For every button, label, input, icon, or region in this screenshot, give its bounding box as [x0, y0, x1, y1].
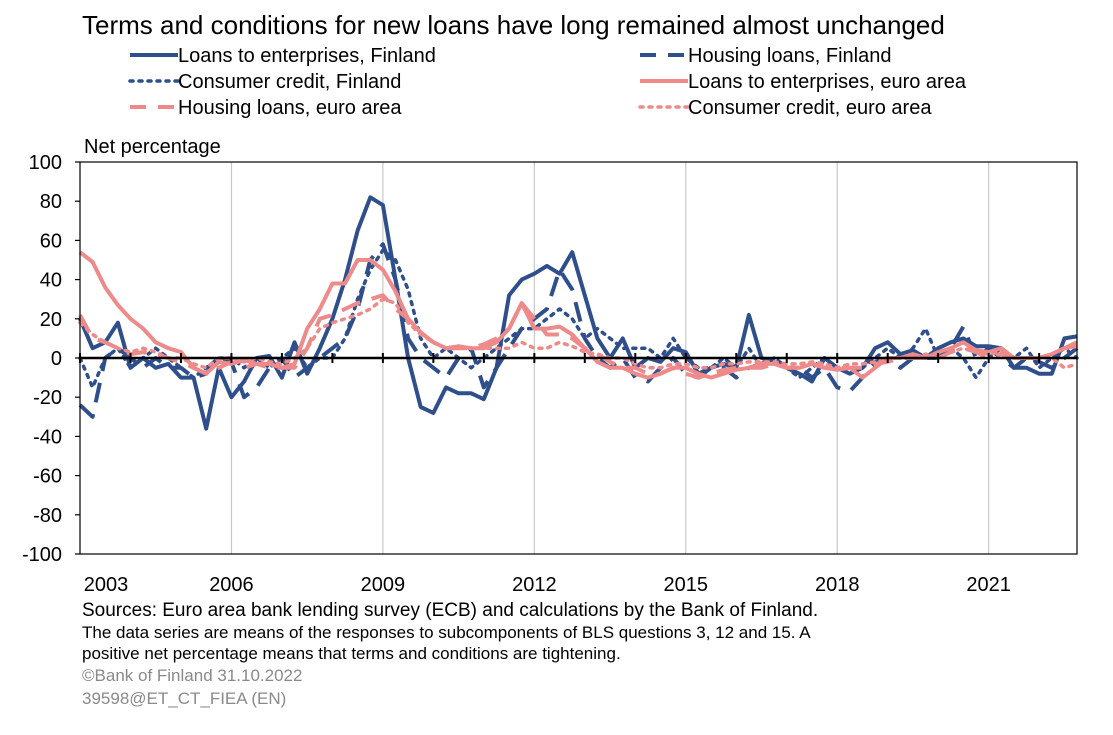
legend-item-4: Loans to enterprises, euro area [640, 71, 967, 93]
chart-code-text: 39598@ET_CT_FIEA (EN) [82, 689, 287, 708]
x-tick-label: 2009 [361, 574, 406, 596]
x-tick-label: 2021 [966, 574, 1011, 596]
x-tick-label: 2015 [664, 574, 709, 596]
legend-item-6: Consumer credit, euro area [638, 97, 932, 119]
legend-label: Loans to enterprises, euro area [688, 71, 967, 93]
x-tick-label: 2012 [512, 574, 557, 596]
legend-item-3: Consumer credit, Finland [128, 71, 401, 93]
tick-labels: 100 80 60 40 20 0 -20 -40 -60 -80 -100 2003 2006 2009… [22, 152, 1011, 596]
chart-footer: Sources: Euro area bank lending survey (… [82, 600, 1102, 710]
axes [75, 161, 1078, 555]
series-line-3 [78, 248, 1079, 390]
legend-item-2: Housing loans, Finland [640, 45, 891, 67]
legend-label: Housing loans, euro area [178, 97, 402, 119]
y-axis-label: Net percentage [84, 136, 221, 158]
y-tick-label: 80 [40, 191, 62, 213]
legend-item-5: Housing loans, euro area [130, 97, 402, 119]
y-tick-label: -100 [22, 544, 62, 566]
note-text-line-1: The data series are means of the respons… [82, 623, 811, 642]
note-text-line-2: positive net percentage means that terms… [82, 644, 621, 663]
line-chart: Loans to enterprises, Finland Housing loa… [22, 45, 1079, 596]
y-tick-label: 40 [40, 270, 62, 292]
x-tick-label: 2006 [209, 574, 254, 596]
legend-label: Loans to enterprises, Finland [178, 45, 436, 67]
legend-label: Consumer credit, Finland [178, 71, 401, 93]
legend-label: Consumer credit, euro area [688, 97, 932, 119]
y-tick-label: -60 [33, 466, 62, 488]
y-tick-label: -80 [33, 505, 62, 527]
chart-legend: Loans to enterprises, Finland Housing loa… [128, 45, 967, 119]
copyright-text: ©Bank of Finland 31.10.2022 [82, 666, 303, 685]
x-tick-label: 2003 [84, 574, 129, 596]
x-tick-label: 2018 [815, 574, 860, 596]
y-tick-label: 20 [40, 309, 62, 331]
legend-item-1: Loans to enterprises, Finland [130, 45, 436, 67]
y-tick-label: 0 [51, 348, 62, 370]
y-tick-label: -20 [33, 387, 62, 409]
legend-label: Housing loans, Finland [688, 45, 891, 67]
series-line-1 [78, 195, 1078, 431]
chart-title: Terms and conditions for new loans have … [82, 10, 945, 40]
y-tick-label: 100 [29, 152, 62, 174]
y-tick-label: -40 [33, 426, 62, 448]
sources-text: Sources: Euro area bank lending survey (… [82, 600, 819, 621]
series-group [78, 195, 1079, 431]
y-tick-label: 60 [40, 230, 62, 252]
